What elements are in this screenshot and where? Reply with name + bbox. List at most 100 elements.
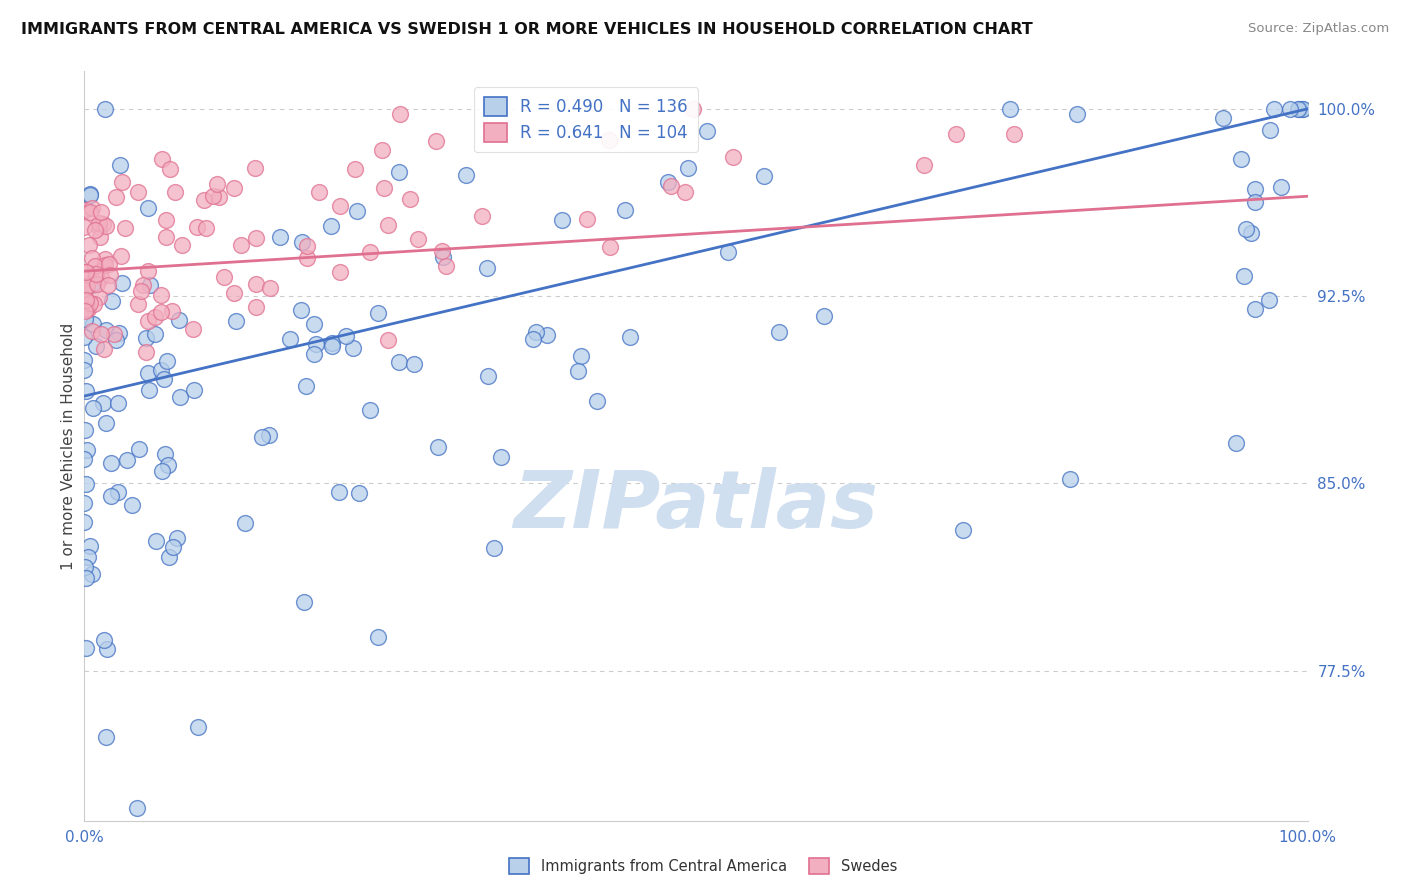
Point — [114, 220, 136, 235]
Point — [75, 302, 97, 317]
Point — [94, 102, 117, 116]
Point — [86, 267, 108, 281]
Point — [155, 212, 177, 227]
Point — [136, 314, 159, 328]
Point — [73, 496, 96, 510]
Point — [80, 324, 103, 338]
Point — [75, 570, 97, 584]
Point — [90, 204, 112, 219]
Point — [1263, 102, 1285, 116]
Point — [1059, 472, 1081, 486]
Point — [477, 368, 499, 383]
Point — [371, 143, 394, 157]
Point — [402, 357, 425, 371]
Point — [359, 245, 381, 260]
Point — [1233, 268, 1256, 283]
Point — [75, 384, 97, 399]
Point — [1258, 123, 1281, 137]
Point — [93, 342, 115, 356]
Point — [425, 134, 447, 148]
Point — [454, 168, 477, 182]
Point — [599, 240, 621, 254]
Point — [79, 539, 101, 553]
Point — [257, 428, 280, 442]
Point — [205, 177, 228, 191]
Point — [212, 270, 235, 285]
Point — [482, 541, 505, 555]
Point — [346, 203, 368, 218]
Point — [347, 485, 370, 500]
Point — [567, 364, 589, 378]
Point — [100, 489, 122, 503]
Point — [162, 541, 184, 555]
Point — [149, 363, 172, 377]
Point — [75, 265, 97, 279]
Point — [1258, 293, 1281, 307]
Point — [150, 287, 173, 301]
Point — [550, 213, 572, 227]
Point — [76, 549, 98, 564]
Point — [135, 345, 157, 359]
Point — [73, 516, 96, 530]
Point — [170, 238, 193, 252]
Point — [319, 219, 342, 234]
Point — [389, 106, 412, 120]
Point — [150, 152, 173, 166]
Point — [1288, 102, 1310, 116]
Point — [657, 176, 679, 190]
Point — [430, 244, 453, 258]
Point — [673, 186, 696, 200]
Point — [388, 355, 411, 369]
Point — [367, 306, 389, 320]
Point — [83, 223, 105, 237]
Point — [295, 251, 318, 265]
Point — [491, 450, 513, 464]
Point — [1004, 127, 1026, 141]
Point — [97, 257, 120, 271]
Point — [138, 383, 160, 397]
Point — [225, 314, 247, 328]
Point — [136, 366, 159, 380]
Point — [269, 230, 291, 244]
Point — [524, 326, 547, 340]
Point — [82, 401, 104, 416]
Point — [73, 202, 96, 217]
Point — [125, 801, 148, 815]
Point — [536, 327, 558, 342]
Point — [245, 277, 267, 292]
Point — [104, 333, 127, 347]
Point — [575, 211, 598, 226]
Point — [75, 293, 97, 307]
Point — [98, 268, 121, 282]
Point — [304, 347, 326, 361]
Point — [96, 219, 118, 234]
Point — [721, 150, 744, 164]
Point — [77, 301, 100, 316]
Point — [682, 102, 704, 116]
Point — [84, 339, 107, 353]
Point — [128, 442, 150, 457]
Point — [76, 442, 98, 457]
Point — [245, 231, 267, 245]
Point — [107, 326, 129, 340]
Point — [155, 354, 177, 368]
Point — [1270, 180, 1292, 194]
Point — [432, 250, 454, 264]
Point — [82, 317, 104, 331]
Point — [107, 396, 129, 410]
Point — [914, 158, 936, 172]
Point — [1234, 222, 1257, 236]
Point — [87, 216, 110, 230]
Point — [295, 239, 318, 253]
Point — [103, 327, 125, 342]
Point — [252, 430, 274, 444]
Point — [83, 297, 105, 311]
Point — [1230, 153, 1253, 167]
Point — [89, 230, 111, 244]
Point — [290, 303, 312, 318]
Point — [79, 187, 101, 202]
Point — [79, 295, 101, 310]
Point — [73, 283, 96, 297]
Point — [302, 318, 325, 332]
Point — [1244, 195, 1267, 210]
